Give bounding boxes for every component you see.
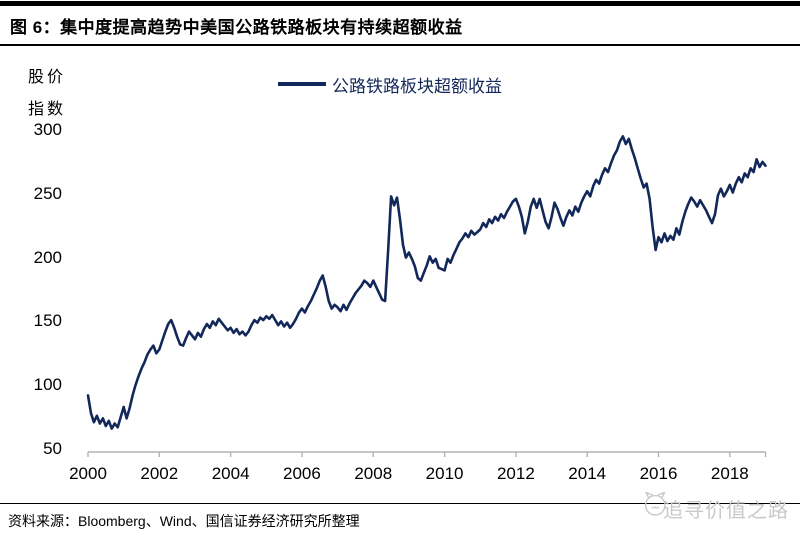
watermark-text: 追寻价值之路 xyxy=(663,500,789,522)
y-tick-label-200: 200 xyxy=(33,247,62,267)
x-tick-label-2014: 2014 xyxy=(568,464,607,483)
top-border-bar xyxy=(0,1,800,6)
x-tick-label-2016: 2016 xyxy=(639,464,678,483)
x-tick-label-2006: 2006 xyxy=(283,464,321,483)
x-axis xyxy=(87,451,767,457)
footer-divider xyxy=(0,503,800,505)
x-tick-label-2002: 2002 xyxy=(140,464,179,483)
x-tick-label-2004: 2004 xyxy=(211,464,250,483)
legend-line-swatch xyxy=(278,82,326,86)
y-tick-label-250: 250 xyxy=(33,183,62,203)
y-axis-unit-label-line1: 股价 xyxy=(28,69,67,86)
source-note: 资料来源：Bloomberg、Wind、国信证券经济研究所整理 xyxy=(8,513,360,529)
figure-title: 图 6：集中度提高趋势中美国公路铁路板块有持续超额收益 xyxy=(10,18,463,37)
y-tick-label-150: 150 xyxy=(33,311,62,331)
y-axis-unit-label-line2: 指数 xyxy=(28,101,67,118)
x-tick-label-2010: 2010 xyxy=(425,464,464,483)
excess-return-line-series xyxy=(86,135,767,430)
title-divider xyxy=(0,44,800,46)
chart-legend: 公路铁路板块超额收益 xyxy=(278,72,502,96)
x-tick-label-2018: 2018 xyxy=(710,464,749,483)
x-tick-label-2008: 2008 xyxy=(354,464,393,483)
y-tick-label-100: 100 xyxy=(33,375,62,395)
y-tick-label-50: 50 xyxy=(43,439,62,458)
watermark-cat-logo-icon xyxy=(644,492,666,516)
legend-series-label: 公路铁路板块超额收益 xyxy=(332,76,502,96)
y-tick-label-300: 300 xyxy=(33,120,62,139)
x-tick-label-2012: 2012 xyxy=(496,464,535,483)
x-tick-label-2000: 2000 xyxy=(69,464,107,483)
